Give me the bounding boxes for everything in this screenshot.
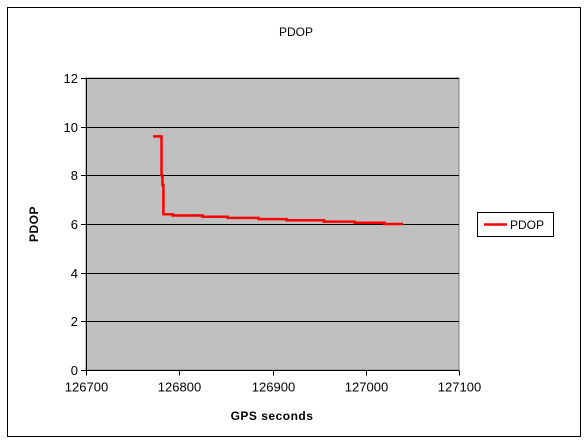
axes [81,78,460,376]
legend-label-pdop: PDOP [510,218,544,232]
x-tick-label: 126900 [252,380,295,395]
y-tick-label: 4 [71,266,78,281]
y-tick-label: 10 [64,120,78,135]
series-layer [153,135,404,226]
x-tick-label: 127000 [345,380,388,395]
y-axis-title: PDOP [27,206,41,242]
x-tick-label: 126700 [65,380,108,395]
y-tick-label: 6 [71,217,78,232]
y-tick-labels: 0 2 4 6 8 10 12 [64,71,78,378]
x-tick-label: 126800 [158,380,201,395]
x-tick-labels: 126700 126800 126900 127000 127100 [65,380,481,395]
chart-title: PDOP [279,25,313,39]
y-tick-label: 2 [71,314,78,329]
legend: PDOP [477,212,554,237]
gridlines [86,78,459,322]
x-axis-title: GPS seconds [231,409,314,423]
x-tick-label: 127100 [438,380,481,395]
y-tick-label: 12 [64,71,78,86]
y-tick-label: 0 [71,363,78,378]
y-tick-label: 8 [71,168,78,183]
series-line-pdop [153,135,404,226]
